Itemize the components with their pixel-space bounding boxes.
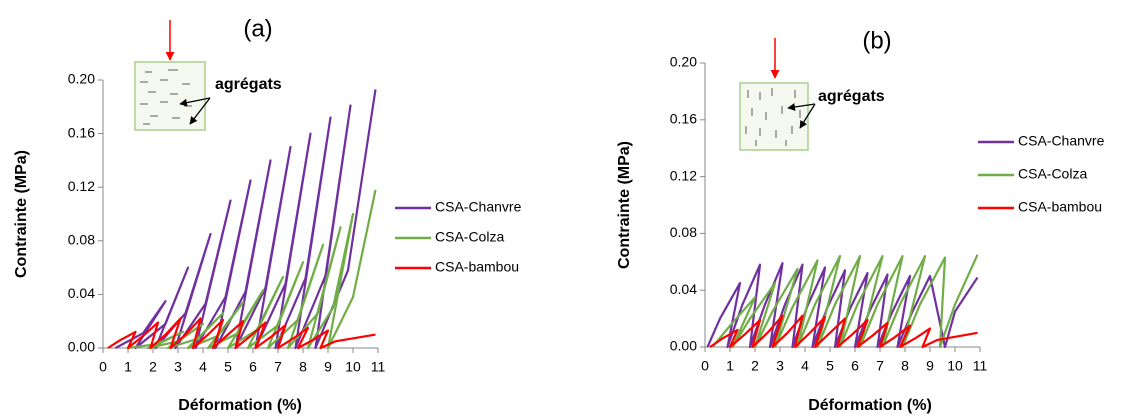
- x-tick-label: 5: [826, 358, 834, 374]
- legend-label: CSA-Chanvre: [1018, 133, 1105, 149]
- x-tick-label: 4: [801, 358, 809, 374]
- y-axis-title: Contrainte (MPa): [13, 150, 30, 278]
- legend-label: CSA-bambou: [435, 259, 519, 275]
- y-tick-label: 0.20: [68, 71, 95, 87]
- x-tick-label: 7: [274, 359, 282, 375]
- x-tick-label: 2: [149, 359, 157, 375]
- panel-label: (b): [862, 27, 891, 54]
- x-tick-label: 11: [371, 359, 386, 375]
- x-tick-label: 8: [901, 358, 909, 374]
- x-tick-label: 6: [851, 358, 859, 374]
- x-tick-label: 6: [249, 359, 257, 375]
- x-tick-label: 0: [99, 359, 107, 375]
- y-tick-label: 0.12: [670, 167, 697, 183]
- x-tick-label: 2: [751, 358, 759, 374]
- inset-label: agrégats: [818, 88, 885, 105]
- legend-label: CSA-Colza: [435, 229, 504, 245]
- inset-label: agrégats: [215, 76, 282, 93]
- y-tick-label: 0.00: [68, 339, 95, 355]
- inset-a: [135, 20, 210, 130]
- inset-b: [740, 38, 815, 150]
- y-tick-label: 0.04: [68, 285, 95, 301]
- x-tick-label: 9: [926, 358, 934, 374]
- y-axis-title: Contrainte (MPa): [616, 141, 633, 269]
- x-tick-label: 3: [174, 359, 182, 375]
- y-tick-label: 0.12: [68, 178, 95, 194]
- x-tick-label: 0: [701, 358, 709, 374]
- x-tick-label: 9: [324, 359, 332, 375]
- y-tick-label: 0.20: [670, 54, 697, 70]
- x-tick-label: 1: [124, 359, 132, 375]
- y-tick-label: 0.00: [670, 338, 697, 354]
- x-tick-label: 3: [776, 358, 784, 374]
- figure: 0.000.040.080.120.160.2001234567891011Dé…: [0, 0, 1130, 416]
- x-tick-label: 8: [299, 359, 307, 375]
- y-tick-label: 0.16: [670, 111, 697, 127]
- x-tick-label: 10: [947, 358, 963, 374]
- x-tick-label: 5: [224, 359, 232, 375]
- y-tick-label: 0.04: [670, 281, 697, 297]
- x-axis-title: Déformation (%): [808, 397, 932, 414]
- x-tick-label: 4: [199, 359, 207, 375]
- panel-label: (a): [243, 15, 272, 42]
- y-tick-label: 0.08: [670, 224, 697, 240]
- y-tick-label: 0.16: [68, 124, 95, 140]
- x-tick-label: 7: [876, 358, 884, 374]
- x-tick-label: 11: [973, 358, 988, 374]
- x-axis-title: Déformation (%): [178, 397, 302, 414]
- x-tick-label: 1: [726, 358, 734, 374]
- legend-label: CSA-Colza: [1018, 166, 1087, 182]
- legend-label: CSA-Chanvre: [435, 199, 522, 215]
- legend-label: CSA-bambou: [1018, 199, 1102, 215]
- y-tick-label: 0.08: [68, 232, 95, 248]
- x-tick-label: 10: [345, 359, 361, 375]
